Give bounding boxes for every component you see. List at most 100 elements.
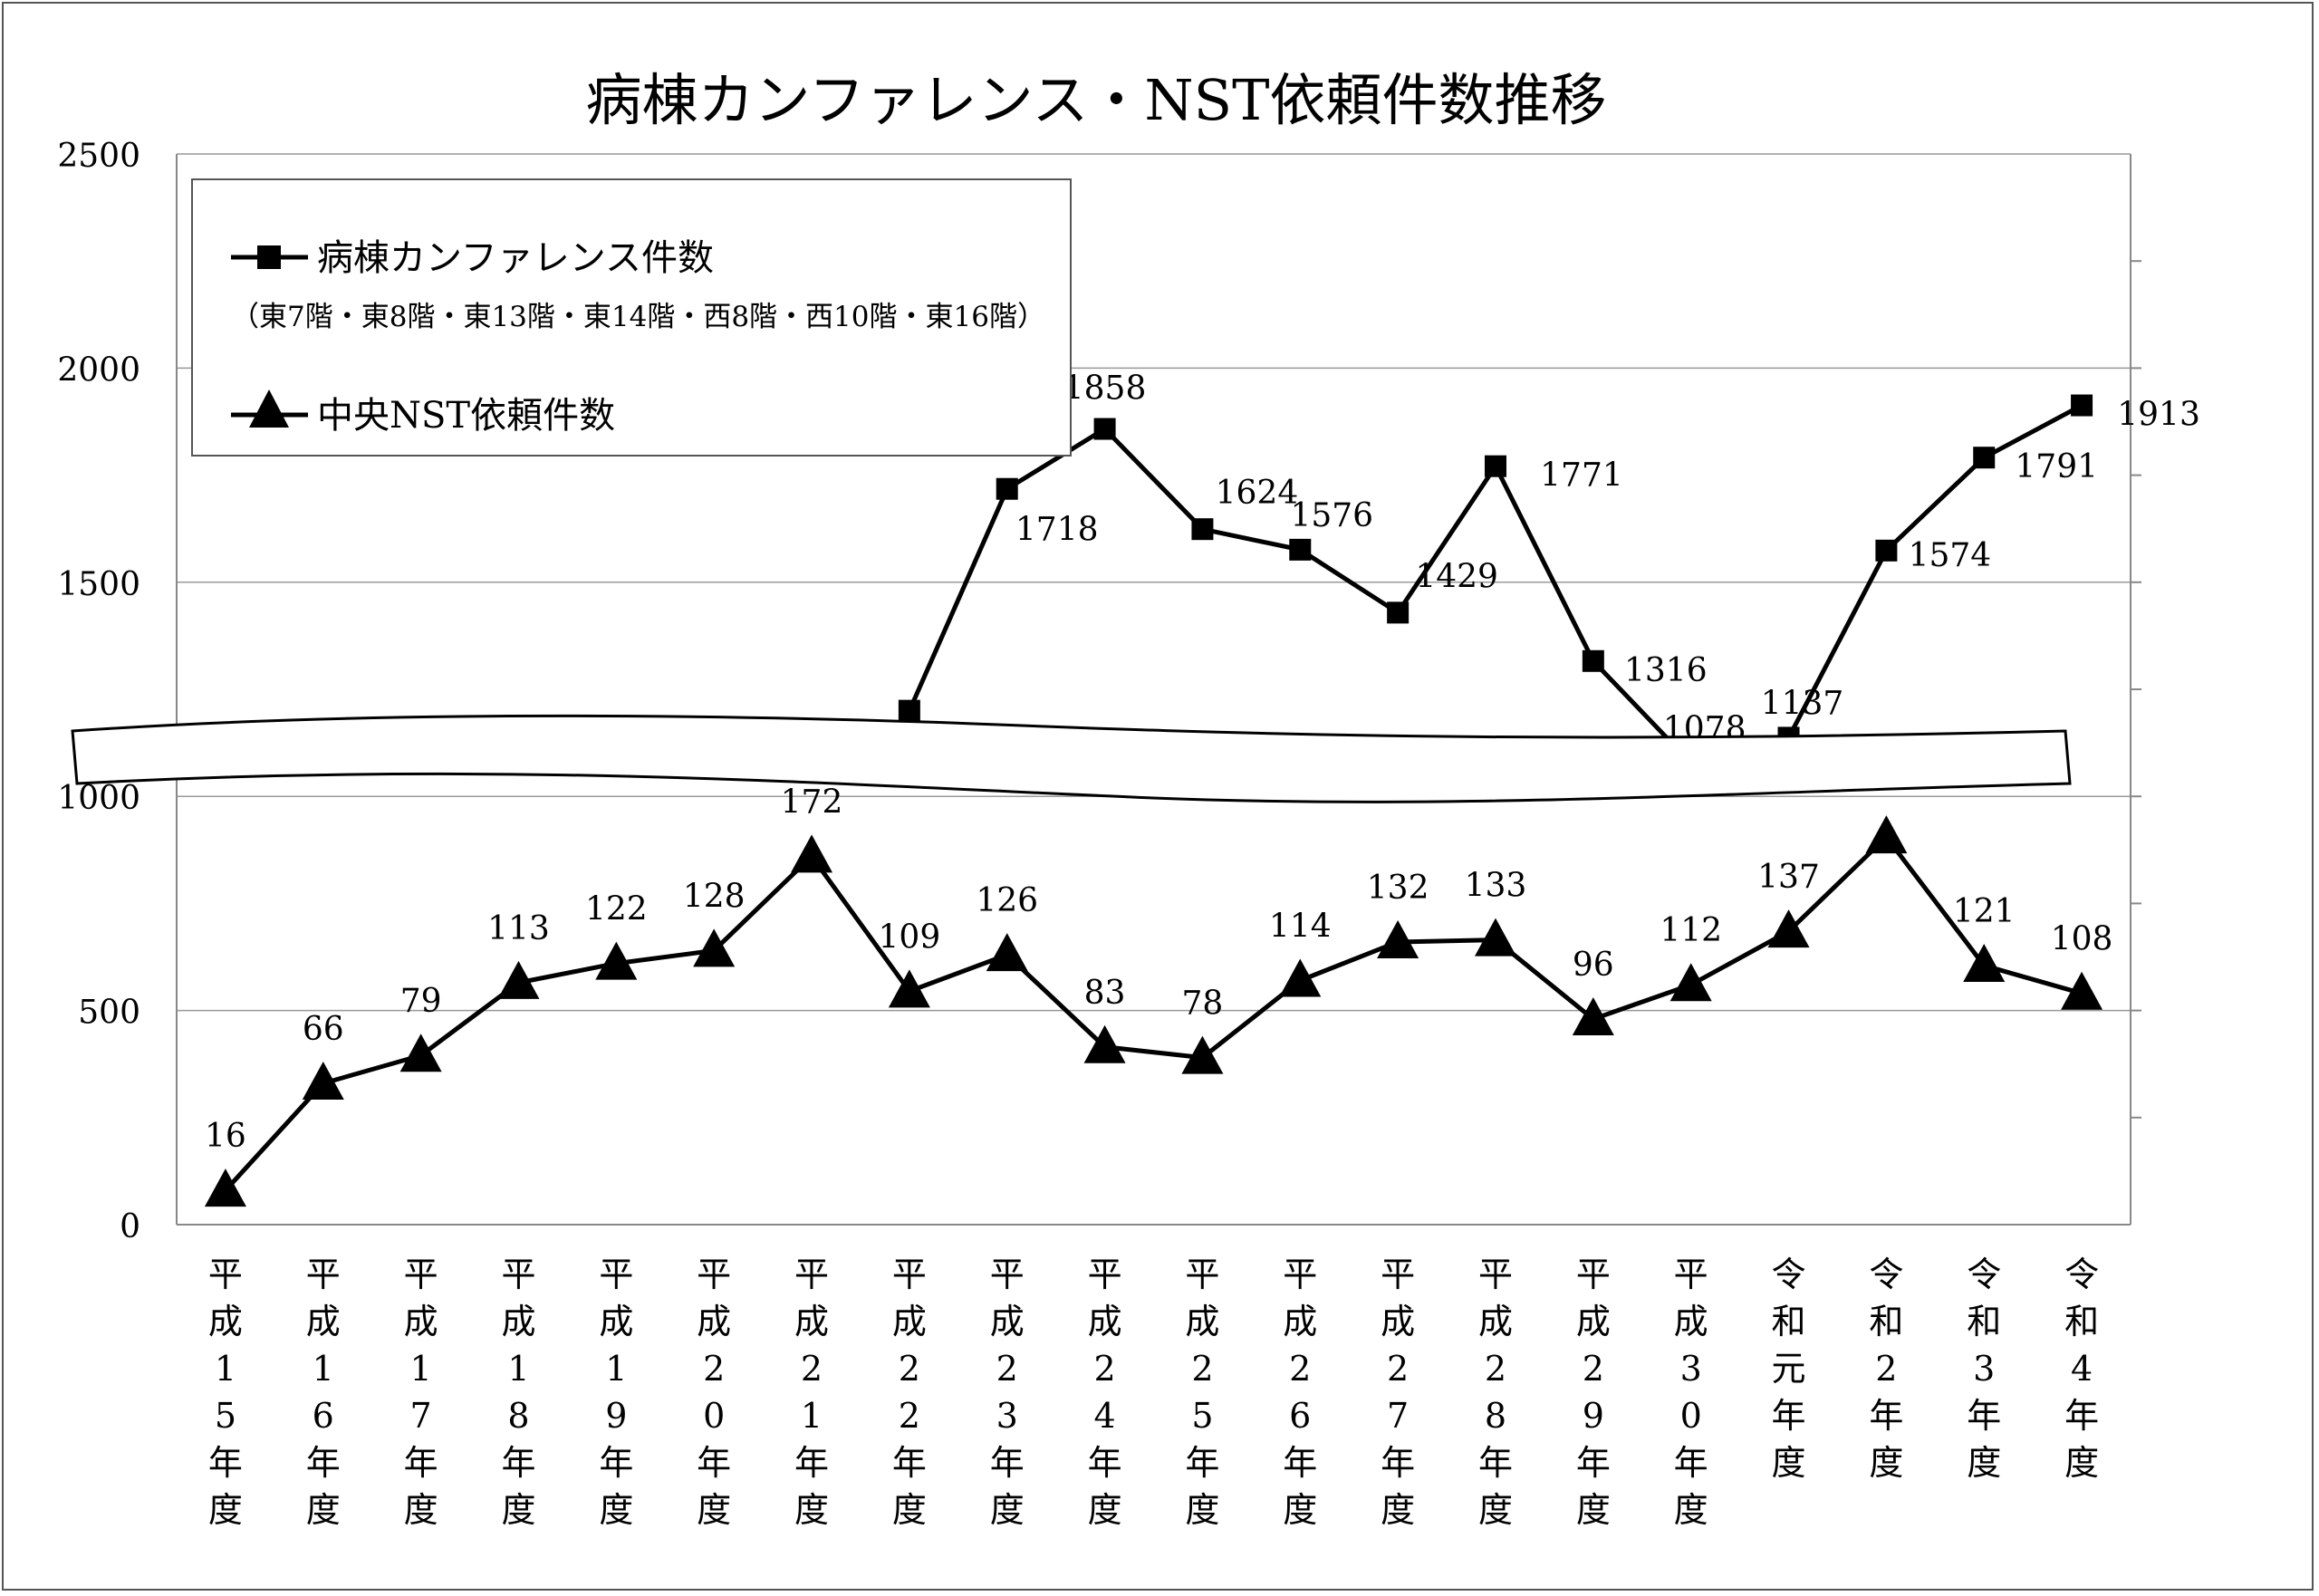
data-label-nst: 114 <box>1269 909 1332 946</box>
y-tick-label: 500 <box>78 995 140 1032</box>
y-tick-label: 2500 <box>57 138 140 175</box>
x-tick-label: 平 <box>404 1255 438 1294</box>
x-tick-label: 年 <box>1674 1443 1708 1483</box>
axes <box>176 154 2141 1226</box>
x-tick-label: 成 <box>599 1302 633 1341</box>
axis-break-band <box>71 714 2072 803</box>
data-label-nst: 78 <box>1182 985 1224 1023</box>
legend: 病棟カンファレンス件数 （東7階・東8階・東13階・東14階・西8階・西10階・… <box>191 178 1072 457</box>
y-axis-ticks: 0 500 1000 1500 2000 2500 <box>57 138 140 1245</box>
x-tick-label: 年 <box>1967 1396 2001 1436</box>
x-tick-label: 平 <box>1576 1255 1611 1294</box>
x-tick-label: 度 <box>1576 1490 1611 1530</box>
x-tick-label: 5 <box>1191 1396 1213 1436</box>
x-tick-label: 6 <box>313 1396 334 1436</box>
data-label-nst: 113 <box>487 910 550 947</box>
data-point-triangle <box>693 928 736 967</box>
x-tick-label: 2 <box>996 1349 1018 1389</box>
x-tick-label: 平 <box>1674 1255 1708 1294</box>
x-tick-label: 年 <box>794 1443 829 1483</box>
x-tick-label: 年 <box>1088 1443 1122 1483</box>
data-label-nst: 108 <box>2051 921 2113 958</box>
data-label-conference: 1913 <box>2117 397 2200 434</box>
x-tick-label: 平 <box>1478 1255 1513 1294</box>
data-label-nst: 66 <box>303 1011 344 1048</box>
data-label-conference: 1791 <box>2015 448 2098 486</box>
x-tick-label: 年 <box>990 1443 1025 1483</box>
x-tick-label: 2 <box>1583 1349 1604 1389</box>
data-label-nst: 79 <box>400 983 442 1020</box>
legend-box <box>191 178 1072 457</box>
series-conference: 1718185816241576142917711316107811371574… <box>898 370 2200 774</box>
x-tick-label: 年 <box>1185 1443 1219 1483</box>
x-tick-label: 4 <box>1093 1396 1115 1436</box>
y-tick-label: 2000 <box>57 351 140 389</box>
x-tick-label: 元 <box>1772 1349 1806 1389</box>
x-tick-label: 度 <box>2064 1443 2099 1483</box>
data-label-conference: 1576 <box>1290 497 1373 534</box>
x-tick-label: 令 <box>1772 1255 1806 1294</box>
data-point-triangle <box>1181 1035 1224 1074</box>
x-tick-label: 1 <box>605 1349 627 1389</box>
data-label-nst: 112 <box>1660 912 1722 949</box>
x-tick-label: 成 <box>892 1302 927 1341</box>
x-tick-label: 2 <box>703 1349 725 1389</box>
data-label-conference: 1574 <box>1909 537 1992 574</box>
x-tick-label: 度 <box>1772 1443 1806 1483</box>
x-tick-label: 度 <box>1869 1443 1903 1483</box>
x-tick-label: 度 <box>404 1490 438 1530</box>
x-tick-label: 平 <box>697 1255 731 1294</box>
x-tick-label: 年 <box>501 1443 535 1483</box>
data-label-conference: 1624 <box>1216 475 1299 512</box>
x-tick-label: 令 <box>1869 1255 1903 1294</box>
x-tick-label: 年 <box>306 1443 341 1483</box>
x-tick-label: 成 <box>990 1302 1025 1341</box>
x-tick-label: 2 <box>1191 1349 1213 1389</box>
data-point-square <box>2071 394 2093 417</box>
x-tick-label: 平 <box>306 1255 341 1294</box>
legend-triangle-marker <box>249 389 289 428</box>
x-tick-label: 和 <box>1967 1302 2001 1341</box>
y-tick-label: 1000 <box>57 780 140 817</box>
data-point-triangle <box>204 1168 246 1207</box>
x-tick-label: 度 <box>1088 1490 1122 1530</box>
data-point-square <box>1973 447 1996 469</box>
x-tick-label: 度 <box>1381 1490 1415 1530</box>
x-tick-label: 和 <box>2064 1302 2099 1341</box>
x-tick-label: 成 <box>306 1302 341 1341</box>
data-point-triangle <box>1572 997 1614 1036</box>
data-point-square <box>898 699 920 722</box>
x-tick-label: 成 <box>1381 1302 1415 1341</box>
data-point-square <box>1875 539 1898 562</box>
x-tick-label: 2 <box>899 1396 920 1436</box>
x-tick-label: 年 <box>2064 1396 2099 1436</box>
x-tick-label: 0 <box>703 1396 725 1436</box>
x-tick-label: 度 <box>1674 1490 1708 1530</box>
x-tick-label: 成 <box>697 1302 731 1341</box>
x-tick-label: 年 <box>1576 1443 1611 1483</box>
data-point-square <box>1387 601 1410 624</box>
x-tick-label: 度 <box>990 1490 1025 1530</box>
x-tick-label: 和 <box>1772 1302 1806 1341</box>
series-nst: 16 66 79 113 122 128 172 109 126 83 78 114 132 133 96 1… <box>204 784 2113 1207</box>
x-tick-label: 平 <box>501 1255 535 1294</box>
x-tick-label: 1 <box>801 1396 823 1436</box>
x-tick-label: 平 <box>1088 1255 1122 1294</box>
data-label-conference: 1137 <box>1761 685 1844 722</box>
x-tick-label: 度 <box>599 1490 633 1530</box>
x-tick-label: 5 <box>215 1396 236 1436</box>
data-point-triangle <box>1767 909 1810 948</box>
data-point-triangle <box>1865 815 1908 854</box>
x-tick-label: 成 <box>1674 1302 1708 1341</box>
data-label-nst: 16 <box>205 1118 246 1155</box>
x-tick-label: 1 <box>313 1349 334 1389</box>
data-label-nst: 121 <box>1953 893 2016 930</box>
x-tick-label: 年 <box>1283 1443 1317 1483</box>
x-tick-label: 2 <box>801 1349 823 1389</box>
data-label-conference: 1718 <box>1015 512 1099 549</box>
data-point-square <box>1191 518 1214 541</box>
x-tick-label: 成 <box>1478 1302 1513 1341</box>
x-tick-label: 平 <box>599 1255 633 1294</box>
x-tick-label: 成 <box>1088 1302 1122 1341</box>
